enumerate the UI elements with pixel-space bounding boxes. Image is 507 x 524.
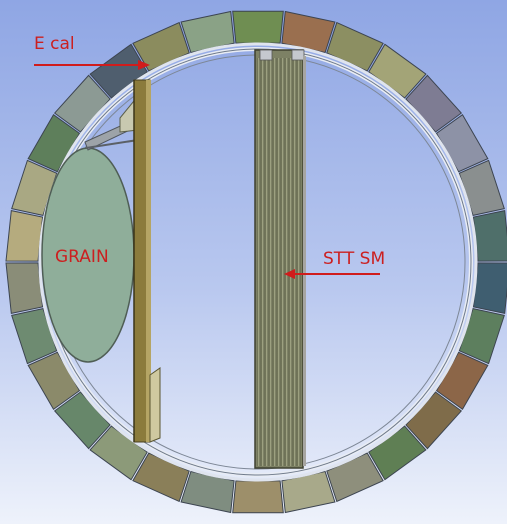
ecal-module xyxy=(281,470,336,514)
ecal-module xyxy=(232,10,284,44)
ecal-module xyxy=(5,262,44,315)
ecal-module xyxy=(368,425,427,481)
stt-tube xyxy=(297,58,301,466)
ecal-module xyxy=(405,391,463,450)
stt-tube xyxy=(285,58,289,466)
stt-straw-tubes xyxy=(257,58,301,466)
ecal-module xyxy=(53,391,111,450)
ecal-module xyxy=(458,308,505,365)
ecal-label: E cal xyxy=(34,34,75,54)
stt-tube xyxy=(265,58,269,466)
ecal-module xyxy=(405,74,463,133)
ecal-module xyxy=(435,351,489,411)
ecal-module xyxy=(232,480,284,514)
ecal-module xyxy=(11,308,58,365)
stt-tube xyxy=(273,58,277,466)
ecal-module xyxy=(27,351,81,411)
ecal-module xyxy=(368,43,427,99)
ecal-ring xyxy=(5,10,507,514)
ecal-module xyxy=(472,262,507,315)
ecal-arrow-head xyxy=(138,60,150,70)
grain-label: GRAIN xyxy=(55,247,109,267)
stt-tube xyxy=(289,58,293,466)
stt-arrow-head xyxy=(284,269,295,279)
ecal-module xyxy=(472,209,507,262)
ecal-module xyxy=(53,74,111,133)
ecal-module xyxy=(89,43,148,99)
stt-tube xyxy=(277,58,281,466)
grain-frame-beam xyxy=(133,79,161,443)
stt-tube xyxy=(257,58,261,466)
stt-tube xyxy=(261,58,265,466)
stt-supermodule xyxy=(254,49,306,469)
ecal-inner-rim xyxy=(38,42,478,482)
ecal-annotation: E cal xyxy=(34,34,150,70)
stt-tube xyxy=(293,58,297,466)
stt-tube xyxy=(269,58,273,466)
ecal-module xyxy=(180,470,235,514)
ecal-module xyxy=(89,425,148,481)
stt-annotation: STT SM xyxy=(284,249,385,279)
ecal-module xyxy=(5,209,44,262)
ecal-module xyxy=(281,10,336,54)
stt-tube xyxy=(281,58,285,466)
ecal-module xyxy=(458,159,505,216)
ecal-module xyxy=(180,10,235,54)
ecal-module xyxy=(11,159,58,216)
ecal-module xyxy=(27,113,81,173)
ecal-module xyxy=(435,113,489,173)
stt-label: STT SM xyxy=(323,249,385,269)
